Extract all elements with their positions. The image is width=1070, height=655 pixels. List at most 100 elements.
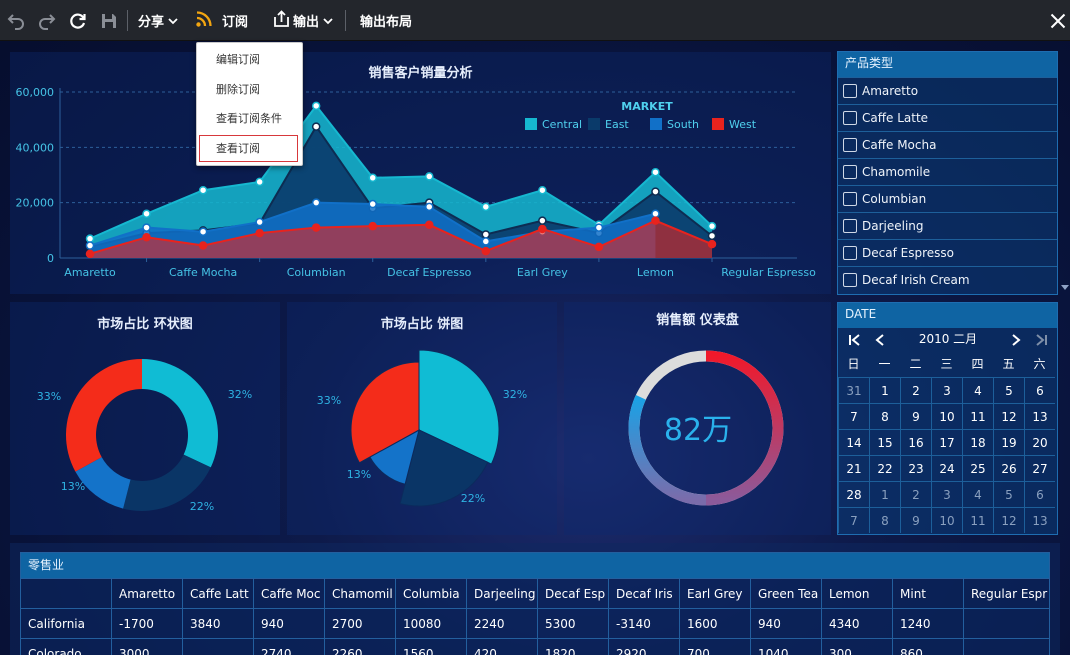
data-point[interactable] [481, 202, 491, 212]
data-point[interactable] [538, 185, 547, 195]
subscribe-button[interactable]: 订阅 [194, 0, 248, 41]
donut-slice[interactable] [142, 359, 218, 468]
undo-icon[interactable] [6, 0, 26, 41]
calendar-day[interactable]: 26 [993, 455, 1024, 481]
data-point[interactable] [594, 242, 604, 252]
checkbox[interactable] [843, 111, 857, 125]
data-point[interactable] [425, 172, 434, 181]
data-point[interactable] [651, 187, 660, 196]
calendar-day[interactable]: 21 [838, 455, 869, 481]
legend-swatch[interactable] [650, 118, 662, 130]
calendar-day[interactable]: 16 [900, 429, 931, 455]
product-option[interactable]: Chamomile [838, 158, 1057, 185]
chevron-left-icon[interactable] [874, 333, 886, 350]
checkbox[interactable] [843, 138, 857, 152]
first-page-icon[interactable] [848, 333, 862, 350]
data-point[interactable] [651, 209, 660, 218]
calendar-day[interactable]: 12 [993, 507, 1024, 533]
data-point[interactable] [142, 233, 151, 242]
calendar-day[interactable]: 19 [993, 429, 1024, 455]
data-point[interactable] [425, 202, 434, 212]
calendar-day[interactable]: 5 [993, 481, 1024, 507]
calendar-day[interactable]: 1 [869, 481, 900, 507]
calendar-day[interactable]: 4 [962, 481, 993, 507]
calendar-day[interactable]: 6 [1024, 481, 1055, 507]
calendar-day[interactable]: 5 [993, 377, 1024, 403]
data-point[interactable] [707, 231, 717, 241]
data-point[interactable] [142, 223, 151, 232]
data-point[interactable] [707, 221, 717, 231]
subscribe-menu-item[interactable]: 查看订阅条件 [216, 112, 282, 125]
product-option[interactable]: Decaf Irish Cream [838, 266, 1057, 293]
calendar-day[interactable]: 27 [1024, 455, 1055, 481]
calendar-day[interactable]: 12 [993, 403, 1024, 429]
data-point[interactable] [255, 217, 264, 227]
data-point[interactable] [368, 199, 377, 209]
calendar-day[interactable]: 10 [931, 403, 962, 429]
donut-slice[interactable] [66, 359, 142, 472]
data-point[interactable] [594, 223, 604, 232]
calendar-day[interactable]: 9 [900, 507, 931, 533]
product-option[interactable]: Columbian [838, 185, 1057, 212]
data-point[interactable] [481, 246, 491, 256]
data-point[interactable] [311, 198, 321, 207]
subscribe-menu-item[interactable]: 编辑订阅 [216, 53, 260, 66]
data-point[interactable] [311, 223, 321, 232]
calendar-day[interactable]: 11 [962, 507, 993, 533]
data-point[interactable] [538, 224, 547, 234]
chevron-right-icon[interactable] [1010, 333, 1022, 350]
calendar-day[interactable]: 3 [931, 377, 962, 403]
calendar-day[interactable]: 2 [900, 377, 931, 403]
data-point[interactable] [311, 122, 321, 131]
calendar-day[interactable]: 13 [1024, 507, 1055, 533]
data-point[interactable] [85, 249, 95, 259]
product-option[interactable]: Decaf Espresso [838, 239, 1057, 266]
donut-slice[interactable] [123, 454, 211, 511]
data-point[interactable] [707, 239, 717, 249]
refresh-icon[interactable] [68, 0, 88, 41]
export-button[interactable]: 输出 [273, 0, 333, 41]
calendar-day[interactable]: 24 [931, 455, 962, 481]
calendar-day[interactable]: 14 [838, 429, 869, 455]
data-point[interactable] [481, 230, 491, 239]
calendar-day[interactable]: 1 [869, 377, 900, 403]
checkbox[interactable] [843, 84, 857, 98]
legend-label[interactable]: East [605, 118, 629, 131]
calendar-day[interactable]: 7 [838, 403, 869, 429]
calendar-day[interactable]: 9 [900, 403, 931, 429]
calendar-day[interactable]: 28 [838, 481, 869, 507]
data-point[interactable] [198, 185, 208, 195]
legend-swatch[interactable] [525, 118, 537, 130]
calendar-day[interactable]: 6 [1024, 377, 1055, 403]
calendar-day[interactable]: 2 [900, 481, 931, 507]
calendar-day[interactable]: 18 [962, 429, 993, 455]
data-point[interactable] [85, 234, 95, 243]
checkbox[interactable] [843, 273, 857, 287]
legend-label[interactable]: West [729, 118, 757, 131]
data-point[interactable] [368, 173, 377, 183]
calendar-day[interactable]: 15 [869, 429, 900, 455]
checkbox[interactable] [843, 219, 857, 233]
calendar-day[interactable]: 13 [1024, 403, 1055, 429]
redo-icon[interactable] [37, 0, 57, 41]
legend-swatch[interactable] [712, 118, 724, 130]
calendar-day[interactable]: 17 [931, 429, 962, 455]
calendar-day[interactable]: 31 [838, 377, 869, 403]
last-page-icon[interactable] [1034, 333, 1048, 350]
calendar-day[interactable]: 20 [1024, 429, 1055, 455]
share-button[interactable]: 分享 [138, 0, 178, 41]
calendar-day[interactable]: 4 [962, 377, 993, 403]
close-icon[interactable] [1050, 0, 1066, 41]
data-point[interactable] [198, 241, 208, 250]
chevron-down-icon[interactable] [1061, 280, 1069, 294]
calendar-day[interactable]: 25 [962, 455, 993, 481]
calendar-day[interactable]: 10 [931, 507, 962, 533]
calendar-day[interactable]: 23 [900, 455, 931, 481]
calendar-day[interactable]: 7 [838, 507, 869, 533]
calendar-day[interactable]: 8 [869, 507, 900, 533]
donut-slice[interactable] [75, 457, 131, 509]
product-option[interactable]: Darjeeling [838, 212, 1057, 239]
product-option[interactable]: Caffe Mocha [838, 131, 1057, 158]
legend-label[interactable]: Central [542, 118, 582, 131]
checkbox[interactable] [843, 246, 857, 260]
